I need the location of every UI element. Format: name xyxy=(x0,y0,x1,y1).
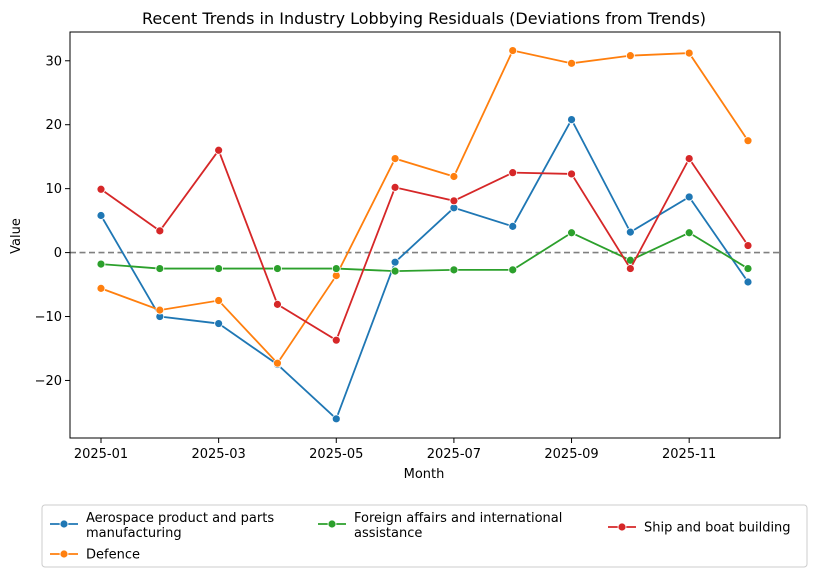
data-point-3-5 xyxy=(390,182,400,192)
series-line-0 xyxy=(100,117,749,421)
data-point-1-11 xyxy=(743,136,753,146)
legend-label-1: Defence xyxy=(86,548,140,563)
legend-label-line2-0: manufacturing xyxy=(86,526,182,541)
data-point-3-11 xyxy=(743,241,753,250)
legend-swatch-marker-1 xyxy=(59,549,69,559)
legend-label-line2-2: assistance xyxy=(354,526,422,541)
legend-item-2: Foreign affairs and international assista… xyxy=(318,511,562,541)
legend-label-0: Aerospace product and parts manufacturing xyxy=(86,511,274,541)
data-point-2-7 xyxy=(508,265,518,275)
data-point-0-9 xyxy=(625,227,635,237)
data-point-3-7 xyxy=(508,168,518,178)
data-point-3-0 xyxy=(96,184,106,194)
data-point-2-1 xyxy=(155,264,165,273)
y-tick-label-3: 10 xyxy=(45,182,62,197)
data-point-2-10 xyxy=(684,228,694,238)
series-line-1 xyxy=(100,49,749,365)
data-point-2-0 xyxy=(96,259,106,269)
data-point-3-4 xyxy=(331,335,341,345)
legend-label-line1-2: Foreign affairs and international xyxy=(354,511,562,526)
data-point-0-8 xyxy=(567,115,576,124)
legend-item-0: Aerospace product and parts manufacturing xyxy=(50,511,274,541)
plot-frame xyxy=(69,31,781,439)
data-point-1-6 xyxy=(449,172,459,181)
legend-swatch-marker-2 xyxy=(327,519,337,529)
data-point-2-4 xyxy=(331,264,341,273)
data-point-2-11 xyxy=(743,264,753,273)
data-point-0-7 xyxy=(508,221,518,231)
data-point-1-9 xyxy=(625,51,635,61)
y-tick-label-0: −20 xyxy=(35,374,62,389)
data-point-3-9 xyxy=(625,264,635,273)
chart-title: Recent Trends in Industry Lobbying Resid… xyxy=(142,9,706,28)
data-point-3-8 xyxy=(567,169,576,179)
x-tick-label-0: 2025-01 xyxy=(74,447,128,462)
legend-swatch-marker-3 xyxy=(617,522,627,532)
y-tick-label-1: −10 xyxy=(35,310,62,325)
data-point-0-10 xyxy=(684,192,694,202)
legend-label-2: Foreign affairs and international assista… xyxy=(354,511,562,541)
data-point-1-0 xyxy=(96,283,106,293)
data-point-1-2 xyxy=(214,296,224,305)
data-point-3-1 xyxy=(155,226,165,236)
data-point-3-10 xyxy=(684,154,694,163)
data-point-2-3 xyxy=(273,264,282,273)
y-tick-label-5: 30 xyxy=(45,54,62,69)
x-tick-label-2: 2025-05 xyxy=(309,447,363,462)
legend-label-line1-0: Aerospace product and parts xyxy=(86,511,274,526)
data-point-1-1 xyxy=(155,305,165,315)
x-tick-label-1: 2025-03 xyxy=(191,447,245,462)
y-axis-label: Value xyxy=(9,218,24,254)
series-line-2 xyxy=(100,231,749,273)
legend-box xyxy=(41,504,808,568)
data-point-1-8 xyxy=(567,58,576,68)
data-point-1-10 xyxy=(684,48,694,58)
data-point-1-7 xyxy=(508,46,518,55)
x-axis-label: Month xyxy=(404,467,445,482)
data-point-3-3 xyxy=(273,299,282,309)
data-point-0-11 xyxy=(743,277,753,287)
data-point-2-8 xyxy=(567,228,576,238)
legend: Aerospace product and parts manufacturing… xyxy=(41,504,808,568)
x-tick-label-5: 2025-11 xyxy=(662,447,716,462)
data-point-2-2 xyxy=(214,264,224,273)
data-point-0-5 xyxy=(390,257,400,267)
data-point-0-2 xyxy=(214,319,224,328)
data-point-1-3 xyxy=(273,358,282,368)
legend-label-3: Ship and boat building xyxy=(644,521,791,536)
y-tick-label-2: 0 xyxy=(54,246,62,261)
data-point-3-2 xyxy=(214,145,224,155)
legend-item-3: Ship and boat building xyxy=(608,521,791,536)
data-point-1-5 xyxy=(390,154,400,163)
legend-item-1: Defence xyxy=(50,548,140,563)
series-line-3 xyxy=(100,148,749,342)
plot-area: 2025-01 2025-03 2025-05 2025-07 2025-09 2025-… xyxy=(35,31,781,462)
data-point-3-6 xyxy=(449,196,459,206)
x-tick-label-3: 2025-07 xyxy=(427,447,481,462)
y-tick-label-4: 20 xyxy=(45,118,62,133)
data-point-2-6 xyxy=(449,265,459,275)
data-point-0-4 xyxy=(331,414,341,424)
data-point-2-5 xyxy=(390,266,400,276)
data-point-0-0 xyxy=(96,211,106,220)
legend-swatch-marker-0 xyxy=(59,519,69,529)
x-tick-label-4: 2025-09 xyxy=(544,447,598,462)
